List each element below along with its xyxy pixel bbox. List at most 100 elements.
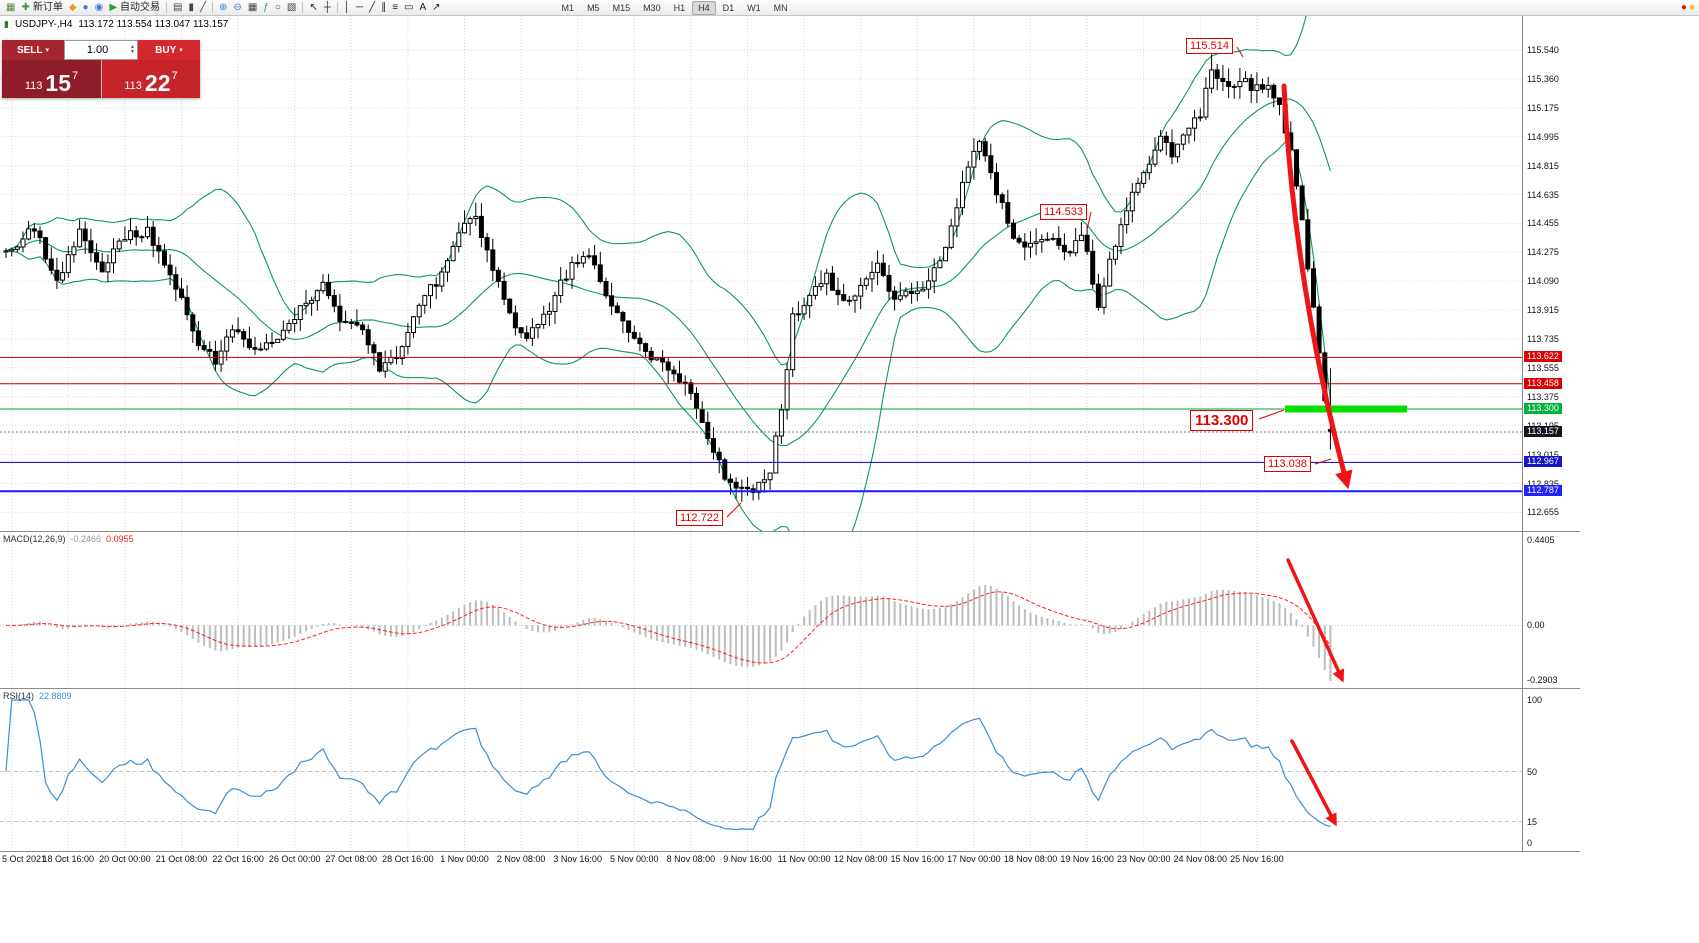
zoom-in-icon: ⊕: [219, 1, 228, 13]
trend-arrow-main[interactable]: [1281, 83, 1353, 490]
tile-windows-button[interactable]: ▦: [245, 1, 260, 15]
chart-canvas[interactable]: [0, 16, 1699, 943]
periods-icon: ○: [274, 1, 281, 13]
sell-price[interactable]: 113 15 7: [2, 60, 101, 98]
zoom-in-button[interactable]: ⊕: [216, 1, 230, 15]
chart-bars-button[interactable]: ▤: [170, 1, 185, 15]
macd-histogram: [10, 585, 1332, 681]
price-callout[interactable]: 114.533: [1040, 204, 1087, 220]
templates-icon: ▧: [286, 1, 297, 13]
shapes-button[interactable]: ▭: [401, 1, 416, 15]
vertical-line-button[interactable]: │: [341, 1, 353, 15]
vertical-line-icon: │: [343, 1, 351, 13]
time-label: 23 Nov 00:00: [1116, 854, 1171, 864]
price-tick: 114.815: [1527, 160, 1559, 171]
chart-candles-button[interactable]: ▮: [185, 1, 197, 15]
buy-button[interactable]: BUY ▾: [138, 40, 200, 60]
price-tick: 115.175: [1527, 102, 1559, 113]
rsi-axis-value: 100: [1527, 695, 1543, 705]
horizontal-line-button[interactable]: ─: [353, 1, 366, 15]
periods-button[interactable]: ○: [272, 1, 284, 15]
trendline-button[interactable]: ╱: [366, 1, 378, 15]
volume-field[interactable]: ▲ ▼: [64, 40, 138, 60]
chart-bars-icon: ▤: [173, 1, 183, 13]
price-tick: 115.540: [1527, 45, 1559, 55]
alerts-button[interactable]: ◆: [66, 1, 80, 15]
grid-vertical: [11, 16, 1258, 851]
chart-window-button[interactable]: ▦: [3, 1, 18, 15]
toolbar-separator: [336, 2, 338, 13]
alerts-icon: ◆: [68, 1, 77, 13]
time-label: 17 Nov 00:00: [947, 854, 1001, 864]
rsi-name: RSI(14): [3, 691, 35, 701]
macd-main-value: -0.2466: [70, 534, 102, 544]
timeframe-w1[interactable]: W1: [747, 2, 761, 13]
data-window-icon: ◉: [94, 1, 104, 13]
sell-button-label: SELL: [16, 44, 43, 56]
timeframe-m1[interactable]: M1: [561, 2, 575, 13]
time-label: 3 Nov 16:00: [553, 854, 602, 864]
indicators-button[interactable]: ƒ: [260, 1, 272, 15]
sell-button[interactable]: SELL ▾: [2, 40, 64, 60]
crosshair-button[interactable]: ┼: [321, 1, 334, 15]
text-button[interactable]: A: [416, 1, 429, 15]
data-window-button[interactable]: ◉: [92, 1, 107, 15]
chart-window-icon: ▦: [6, 1, 16, 13]
price-tag: 112.787: [1524, 485, 1562, 497]
volume-down-icon[interactable]: ▼: [130, 49, 135, 55]
chart-line-button[interactable]: ╱: [197, 1, 209, 15]
cursor-button[interactable]: ↖: [306, 1, 320, 15]
fibonacci-icon: ≡: [392, 1, 399, 13]
trend-arrow-macd[interactable]: [1286, 558, 1345, 683]
new-order-button[interactable]: ✚ 新订单: [18, 1, 65, 15]
macd-axis-value: -0.2903: [1527, 675, 1558, 685]
macd-axis-value: 0.4405: [1527, 535, 1555, 545]
channel-button[interactable]: ∥: [378, 1, 389, 15]
trend-arrow-rsi[interactable]: [1290, 739, 1337, 827]
rsi-axis-value: 0: [1527, 838, 1533, 848]
volume-stepper[interactable]: ▲ ▼: [130, 45, 137, 55]
price-tick: 114.090: [1527, 276, 1559, 287]
price-tick: 114.635: [1527, 189, 1559, 200]
time-label: 28 Oct 16:00: [382, 854, 434, 864]
price-tick: 114.995: [1527, 131, 1559, 142]
volume-input[interactable]: [65, 44, 131, 56]
arrow-tools-button[interactable]: ↗: [429, 1, 443, 15]
templates-button[interactable]: ▧: [284, 1, 299, 15]
buy-price-pips: 22: [144, 70, 171, 96]
market-watch-button[interactable]: ●: [80, 1, 92, 15]
time-label: 21 Oct 08:00: [155, 854, 208, 864]
alert-red-icon[interactable]: ●: [1680, 1, 1687, 13]
callout-pointer-line: [726, 502, 742, 518]
alert-yellow-icon[interactable]: ●: [1688, 1, 1695, 13]
new-order-icon: ✚: [21, 1, 30, 13]
fibonacci-button[interactable]: ≡: [389, 1, 401, 15]
price-tick: 112.655: [1527, 507, 1559, 518]
timeframe-m15[interactable]: M15: [612, 2, 631, 13]
timeframe-h4[interactable]: H4: [692, 0, 716, 15]
time-label: 8 Nov 08:00: [666, 854, 716, 864]
zoom-out-button[interactable]: ⊖: [230, 1, 244, 15]
price-callout[interactable]: 115.514: [1186, 38, 1233, 54]
callout-pointer-line: [1258, 409, 1285, 420]
autotrading-button[interactable]: ▶ 自动交易: [106, 1, 163, 15]
buy-dropdown-icon: ▾: [179, 47, 183, 54]
sell-dropdown-icon: ▾: [45, 47, 50, 54]
timeframe-d1[interactable]: D1: [722, 2, 735, 13]
timeframe-mn[interactable]: MN: [773, 2, 788, 13]
timeframe-m30[interactable]: M30: [643, 2, 661, 13]
buy-price[interactable]: 113 22 7: [101, 60, 200, 98]
price-callout[interactable]: 113.300: [1190, 410, 1254, 431]
price-tick: 112.835: [1527, 478, 1559, 489]
timeframe-m5[interactable]: M5: [587, 2, 600, 13]
price-callout[interactable]: 113.038: [1264, 456, 1311, 472]
buy-price-fraction: 7: [171, 70, 178, 82]
macd-label: MACD(12,26,9) -0.2466 0.0955: [3, 534, 134, 544]
volume-up-icon[interactable]: ▲: [130, 44, 135, 50]
time-label: 26 Oct 00:00: [268, 854, 321, 864]
timeframe-h1[interactable]: H1: [673, 2, 686, 13]
price-callout[interactable]: 112.722: [676, 510, 723, 526]
bollinger-bands: [5, 16, 1331, 531]
time-label: 9 Nov 16:00: [723, 854, 772, 864]
